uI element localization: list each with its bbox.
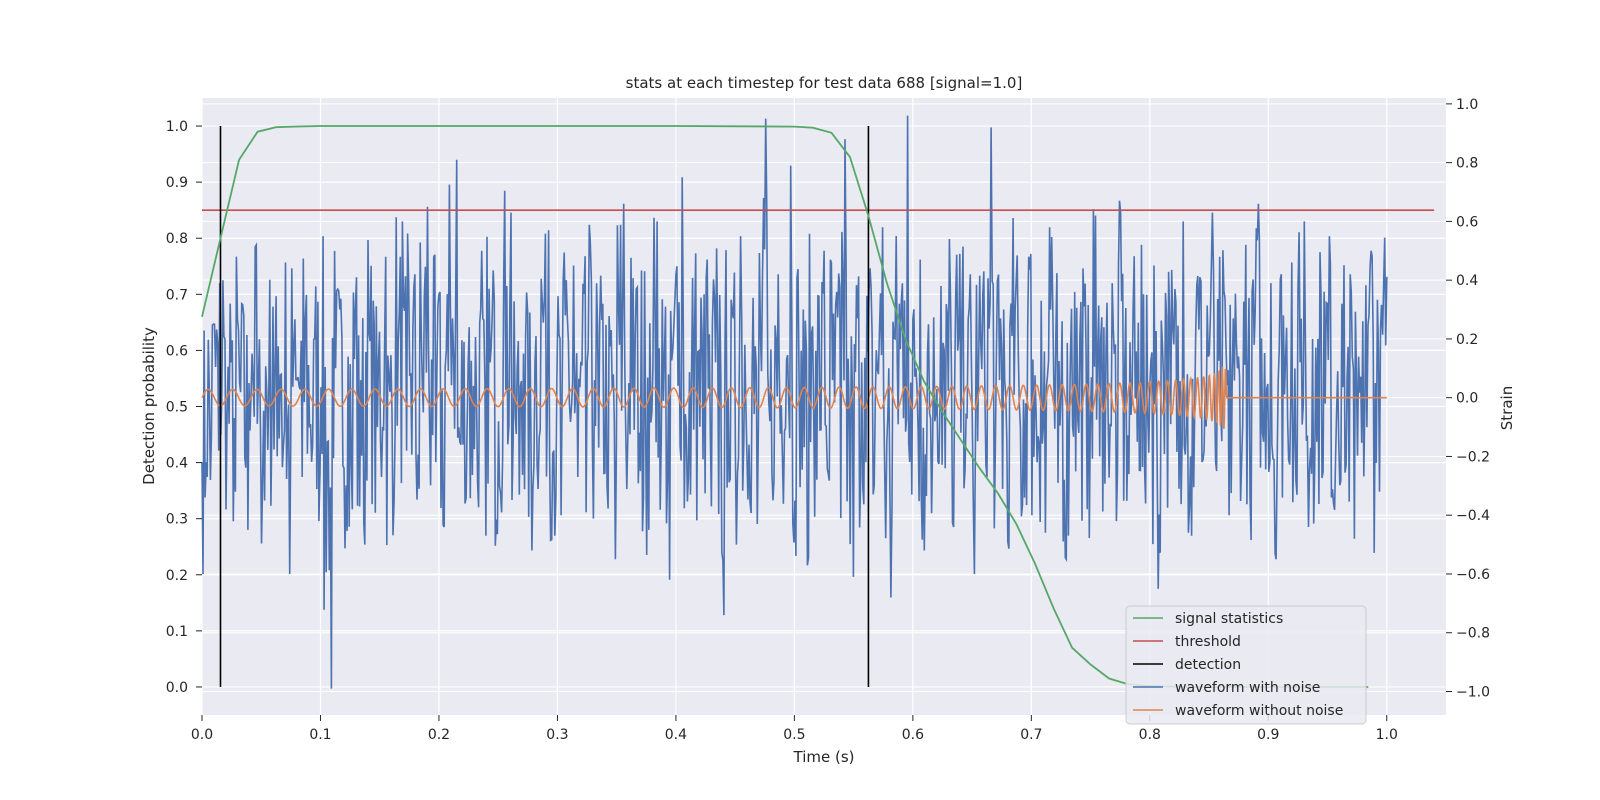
legend: signal statistics threshold detection wa… <box>1125 605 1367 725</box>
y-tick-label: 0.7 <box>166 287 188 303</box>
y2-tick-label: 0.8 <box>1456 156 1478 172</box>
chart-title: stats at each timestep for test data 688… <box>626 74 1023 92</box>
x-tick-label: 0.2 <box>428 727 450 743</box>
y-axis-label: Detection probability <box>140 327 158 485</box>
x-tick-label: 0.4 <box>665 727 687 743</box>
y-tick-label: 0.9 <box>166 175 188 191</box>
y2-tick-label: 0.4 <box>1456 273 1478 289</box>
y2-tick-label: 1.0 <box>1456 97 1478 113</box>
y2-tick-label: −0.8 <box>1456 626 1490 642</box>
y2-tick-label: 0.6 <box>1456 214 1478 230</box>
y-tick-label: 0.1 <box>166 624 188 640</box>
x-tick-label: 0.1 <box>309 727 331 743</box>
x-tick-label: 0.0 <box>191 727 213 743</box>
x-tick-label: 0.9 <box>1257 727 1279 743</box>
y2-tick-label: 0.2 <box>1456 332 1478 348</box>
plot-area <box>201 115 1435 689</box>
legend-label-signal-statistics: signal statistics <box>1175 611 1283 627</box>
y2-tick-label: −1.0 <box>1456 684 1490 700</box>
x-tick-label: 0.7 <box>1020 727 1042 743</box>
x-tick-label: 0.3 <box>546 727 568 743</box>
x-tick-label: 0.5 <box>783 727 805 743</box>
x-tick-label: 0.8 <box>1139 727 1161 743</box>
x-tick-label: 0.6 <box>902 727 924 743</box>
legend-box <box>1125 605 1367 725</box>
legend-label-waveform-with-noise: waveform with noise <box>1175 680 1320 696</box>
y-tick-label: 0.8 <box>166 231 188 247</box>
y2-tick-label: 0.0 <box>1456 391 1478 407</box>
y-tick-label: 0.4 <box>166 456 188 472</box>
legend-label-threshold: threshold <box>1175 634 1241 650</box>
x-tick-label: 1.0 <box>1376 727 1398 743</box>
x-axis-label: Time (s) <box>793 748 855 766</box>
y-tick-label: 0.6 <box>166 343 188 359</box>
y-tick-label: 0.5 <box>166 400 188 416</box>
series-waveform-without-noise <box>201 366 1387 430</box>
legend-label-waveform-without-noise: waveform without noise <box>1175 703 1343 719</box>
y-tick-label: 0.2 <box>166 568 188 584</box>
axes: 0.0 0.1 0.2 0.3 0.4 0.5 0.6 0.7 0.8 0.9 1.0 0.0 0.1 0… <box>166 97 1490 743</box>
y2-axis-label: Strain <box>1498 386 1516 430</box>
y-tick-label: 0.3 <box>166 512 188 528</box>
y2-tick-label: −0.6 <box>1456 567 1490 583</box>
y2-tick-label: −0.2 <box>1456 449 1490 465</box>
legend-label-detection: detection <box>1175 657 1241 673</box>
y-tick-label: 0.0 <box>166 680 188 696</box>
y2-tick-label: −0.4 <box>1456 508 1490 524</box>
series-waveform-with-noise <box>201 115 1388 689</box>
y-tick-label: 1.0 <box>166 119 188 135</box>
